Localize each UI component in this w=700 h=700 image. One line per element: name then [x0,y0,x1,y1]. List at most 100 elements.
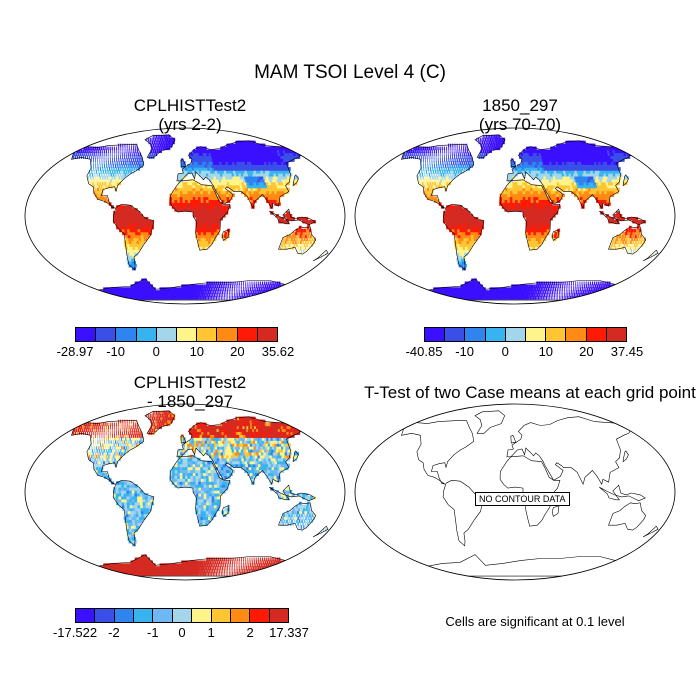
grid-cell [109,296,115,300]
grid-cell [616,287,620,291]
grid-cell [473,278,477,283]
grid-cell [180,161,184,165]
grid-cell [448,175,451,180]
grid-cell [457,161,459,165]
grid-cell [80,149,83,154]
grid-cell [206,202,210,206]
grid-cell [197,193,202,198]
grid-cell [250,569,252,573]
grid-cell [509,199,513,203]
grid-cell [182,172,186,177]
grid-cell [196,569,199,573]
grid-cell [202,246,206,250]
grid-cell [489,134,491,139]
panel-3-title: CPLHISTTest2 - 1850_297 [40,373,340,411]
grid-cell [233,296,235,300]
grid-cell [190,208,194,212]
grid-cell [559,172,564,177]
grid-cell [203,569,206,573]
grid-cell [238,161,243,165]
grid-cell [302,231,306,236]
grid-cell [177,184,181,189]
grid-cell [443,214,447,218]
grid-cell [426,293,433,297]
grid-cell [551,170,556,174]
grid-cell [504,187,508,192]
grid-cell [226,152,231,156]
grid-cell [457,231,461,236]
grid-cell [448,170,451,174]
grid-cell [113,296,119,300]
grid-cell [559,296,560,300]
grid-cell [298,228,301,233]
grid-cell [89,146,91,151]
grid-cell [529,146,533,151]
grid-cell [125,143,127,148]
grid-cell [560,296,562,300]
grid-cell [218,178,223,183]
grid-cell [245,187,250,192]
grid-cell [553,155,558,159]
grid-cell [206,219,210,224]
grid-cell [228,284,230,288]
grid-cell [555,175,560,180]
grid-cell [545,172,549,177]
grid-cell [153,137,155,142]
grid-cell [277,193,282,198]
grid-cell [182,193,186,198]
grid-cell [209,572,211,576]
grid-cell [513,296,516,300]
grid-cell [555,293,557,297]
grid-cell [408,149,411,154]
grid-cell [417,152,419,156]
grid-cell [593,290,595,294]
grid-cell [187,205,191,209]
grid-cell [115,184,118,189]
grid-cell [624,155,631,159]
grid-cell [283,237,286,242]
grid-cell [590,175,596,180]
grid-cell [263,569,266,573]
grid-cell [467,228,472,233]
grid-cell [223,287,225,291]
grid-cell [510,296,513,300]
grid-cell [213,234,217,239]
grid-cell [465,249,470,253]
grid-cell [640,219,644,224]
grid-cell [229,184,234,189]
grid-cell [554,231,558,236]
grid-cell [588,170,593,174]
grid-cell [255,296,258,300]
grid-cell [90,158,92,162]
grid-cell [499,293,503,297]
grid-cell [261,172,267,177]
grid-cell [580,293,582,297]
grid-cell [435,172,438,177]
grid-cell [285,237,288,242]
grid-cell [206,216,210,221]
grid-cell [538,234,542,239]
grid-cell [446,158,448,162]
grid-cell [259,184,264,189]
grid-cell [250,172,255,177]
grid-cell [196,572,199,576]
grid-cell [197,237,201,242]
panel-2-map [352,125,678,305]
grid-cell [259,172,264,177]
grid-cell [196,296,199,300]
grid-cell [520,208,524,212]
grid-cell [562,167,566,171]
grid-cell [477,284,482,288]
grid-cell [216,158,220,162]
grid-cell [179,208,183,212]
grid-cell [220,572,222,576]
grid-cell [152,134,154,139]
grid-cell [203,170,207,174]
grid-cell [126,158,128,162]
grid-cell [445,211,449,215]
grid-cell [453,240,458,244]
grid-cell [592,178,597,183]
grid-cell [448,155,449,159]
grid-cell [125,246,129,250]
grid-cell [169,199,173,203]
